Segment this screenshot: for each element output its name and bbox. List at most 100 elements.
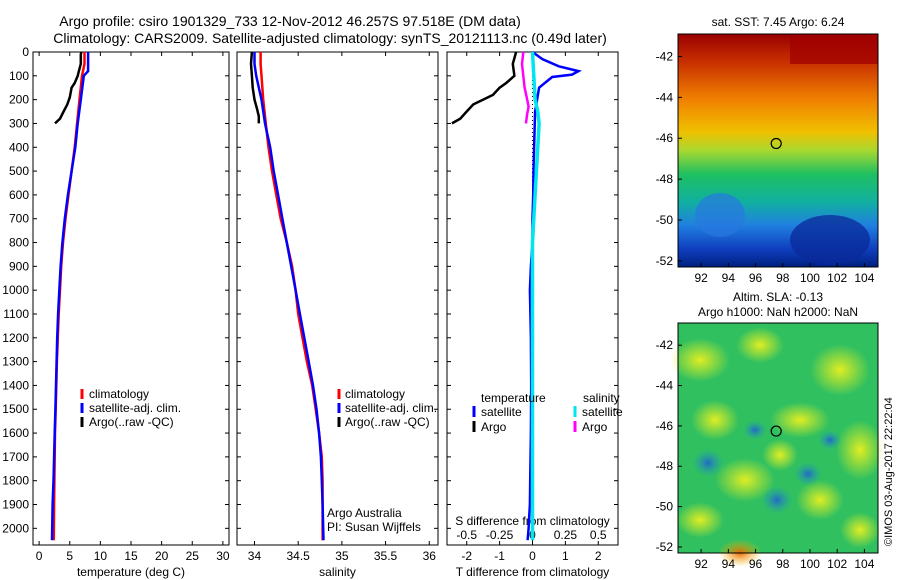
temperature-series-line-1 bbox=[50, 52, 90, 541]
diff-legend-label: satellite bbox=[481, 405, 522, 419]
difference-panel: -2 -1 0 1 2 T difference from climatology -0.5… bbox=[446, 50, 623, 579]
sla-high-anomaly bbox=[670, 338, 730, 382]
figure-title-line2: Climatology: CARS2009. Satellite-adjuste… bbox=[53, 30, 607, 46]
salinity-annotation-line1: Argo Australia bbox=[327, 506, 402, 520]
y-tick-label: 700 bbox=[9, 212, 29, 226]
sla-high-anomaly bbox=[836, 420, 884, 480]
differences-x-tick-label: 1 bbox=[562, 549, 569, 563]
sla-map-subtitle: Argo h1000: NaN h2000: NaN bbox=[698, 305, 858, 319]
salinity-series-line-1 bbox=[253, 52, 325, 541]
differences-x-tick-label: -2 bbox=[461, 549, 472, 563]
sst_map-frame bbox=[677, 33, 879, 268]
temperature-x-tick-label: 0 bbox=[36, 549, 43, 563]
sla-map-title: Altim. SLA: -0.13 bbox=[733, 290, 823, 304]
temperature-legend-label: Argo(..raw -QC) bbox=[89, 415, 174, 429]
salinity-legend-label: satellite-adj. clim. bbox=[345, 401, 437, 415]
y-tick-label: 1400 bbox=[2, 378, 29, 392]
differences-x-tick-label: 0 bbox=[529, 549, 536, 563]
sla-low-anomaly bbox=[692, 449, 724, 477]
y-tick-label: 1500 bbox=[2, 402, 29, 416]
sla-high-anomaly bbox=[715, 458, 775, 502]
sal-argo-diff-line bbox=[520, 51, 530, 124]
sla-high-anomaly bbox=[770, 402, 830, 438]
y-tick-label: 900 bbox=[9, 259, 29, 273]
differences-x-axis-label: T difference from climatology bbox=[456, 565, 610, 579]
temp-argo-diff-line bbox=[451, 51, 518, 125]
salinity-annotation-line2: PI: Susan Wijffels bbox=[327, 520, 421, 534]
sst_map-x-tick-label: 100 bbox=[800, 271, 820, 285]
salinity-x-axis-label: salinity bbox=[319, 565, 356, 579]
diff-legend-header-temperature: temperature bbox=[481, 391, 546, 405]
salinity-x-tick-label: 35.5 bbox=[374, 549, 398, 563]
sal-satellite-diff-line bbox=[530, 51, 541, 541]
argo-location-marker bbox=[770, 137, 782, 150]
differences-x-tick-label: -1 bbox=[494, 549, 505, 563]
salinity-diff-tick-label: 0.5 bbox=[590, 528, 607, 542]
sla-low-anomaly bbox=[794, 462, 822, 486]
y-tick-label: 500 bbox=[9, 164, 29, 178]
y-tick-label: 1200 bbox=[2, 331, 29, 345]
sst_map-x-tick-label: 94 bbox=[722, 271, 736, 285]
sst_map-x-tick-label: 104 bbox=[854, 271, 874, 285]
y-tick-label: 600 bbox=[9, 188, 29, 202]
salinity-panel: 34 34.5 35 35.5 36 salinity climatologysatelli… bbox=[236, 51, 439, 579]
y-tick-label: 1600 bbox=[2, 426, 29, 440]
salinity-diff-tick-label: 0.25 bbox=[554, 528, 578, 542]
temperature-x-tick-label: 5 bbox=[66, 549, 73, 563]
sla_map-y-tick-label: -42 bbox=[656, 338, 674, 352]
sla_map-x-tick-label: 94 bbox=[722, 557, 736, 571]
sla-low-anomaly bbox=[761, 486, 793, 514]
sst-cold-patch bbox=[790, 215, 870, 265]
diff-legend-label: satellite bbox=[582, 405, 623, 419]
y-tick-label: 0 bbox=[22, 45, 29, 59]
salinity-diff-tick-label: -0.25 bbox=[486, 528, 514, 542]
sst_map-x-tick-label: 92 bbox=[694, 271, 708, 285]
salinity-x-tick-label: 34.5 bbox=[286, 549, 310, 563]
temperature-x-tick-label: 30 bbox=[216, 549, 230, 563]
diff-legend-label: Argo bbox=[582, 420, 608, 434]
sla-high-anomaly bbox=[736, 327, 784, 363]
diff-legend-label: Argo bbox=[481, 420, 507, 434]
y-tick-label: 800 bbox=[9, 236, 29, 250]
salinity-series-line-2 bbox=[249, 51, 261, 124]
copyright-stamp: ©IMOS 03-Aug-2017 22:22:04 bbox=[883, 397, 895, 546]
diff-legend-header-salinity: salinity bbox=[583, 391, 620, 405]
sla-map-panel: 92 94 96 98 100 102 104 -42 -44 -46 -48 -50 -52 Altim… bbox=[656, 290, 884, 571]
y-tick-label: 1900 bbox=[2, 498, 29, 512]
salinity-x-tick-label: 34 bbox=[248, 549, 262, 563]
differences-x-tick-label: 2 bbox=[595, 549, 602, 563]
sst_map-y-tick-label: -42 bbox=[656, 49, 674, 63]
y-tick-label: 2000 bbox=[2, 521, 29, 535]
sla_map-x-tick-label: 102 bbox=[827, 557, 847, 571]
sla_map-y-tick-label: -44 bbox=[656, 379, 674, 393]
sla_map-frame bbox=[677, 322, 879, 554]
y-tick-label: 200 bbox=[9, 93, 29, 107]
salinity-x-tick-label: 35 bbox=[335, 549, 349, 563]
sla-high-anomaly bbox=[840, 512, 880, 548]
y-tick-label: 1800 bbox=[2, 474, 29, 488]
temperature-x-axis-label: temperature (deg C) bbox=[77, 565, 185, 579]
y-tick-label: 400 bbox=[9, 140, 29, 154]
temperature-legend-label: satellite-adj. clim. bbox=[89, 401, 181, 415]
salinity-diff-tick-label: -0.5 bbox=[456, 528, 477, 542]
sla_map-y-tick-label: -50 bbox=[656, 500, 674, 514]
y-tick-label: 300 bbox=[9, 116, 29, 130]
sst_map-x-tick-label: 96 bbox=[749, 271, 763, 285]
sst-map-panel: 92 94 96 98 100 102 104 -42 -44 -46 -48 -50 -52 sat. … bbox=[656, 15, 879, 285]
sla_map-x-tick-label: 104 bbox=[854, 557, 874, 571]
salinity-x-tick-label: 36 bbox=[423, 549, 437, 563]
argo-location-marker bbox=[770, 425, 782, 437]
sla_map-x-tick-label: 98 bbox=[776, 557, 790, 571]
temperature-x-tick-label: 20 bbox=[155, 549, 169, 563]
sst-cold-patch bbox=[695, 193, 745, 237]
temperature-legend-label: climatology bbox=[89, 387, 149, 401]
y-tick-label: 1100 bbox=[3, 307, 29, 321]
sla-high-anomaly bbox=[691, 400, 739, 440]
sla_map-x-tick-label: 92 bbox=[694, 557, 708, 571]
sla_map-y-tick-label: -52 bbox=[656, 540, 674, 554]
sla-high-anomaly bbox=[810, 344, 870, 396]
sla-high-anomaly bbox=[762, 439, 798, 471]
salinity-plot-frame bbox=[236, 51, 439, 546]
sla-low-anomaly bbox=[818, 430, 842, 450]
sst_map-y-tick-label: -52 bbox=[656, 254, 674, 268]
